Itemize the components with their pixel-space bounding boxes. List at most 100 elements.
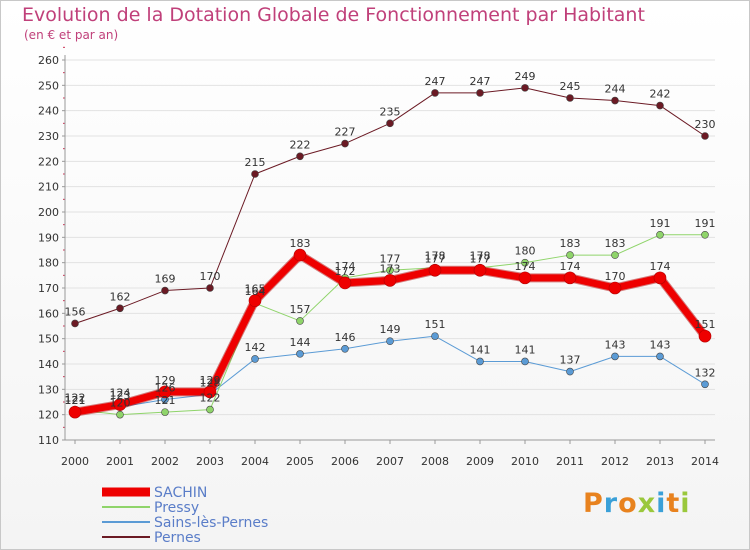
data-point-sachin (608, 281, 622, 295)
data-label-sains-l-s-pernes: 132 (695, 366, 716, 379)
logo-letter: i (680, 488, 691, 519)
data-label-sachin: 174 (560, 260, 581, 273)
data-label-pernes: 244 (605, 83, 626, 96)
data-point-sachin (383, 274, 397, 287)
logo-letter: o (618, 488, 638, 519)
data-label-sains-l-s-pernes: 123 (110, 389, 131, 402)
x-tick-label: 2011 (556, 455, 584, 468)
y-tick-label: 220 (38, 155, 59, 168)
grid-lines (65, 59, 715, 441)
data-label-pressy: 191 (695, 217, 716, 230)
y-tick-label: 130 (38, 383, 59, 396)
data-label-sachin: 129 (200, 374, 221, 387)
data-point-pressy (296, 317, 304, 325)
data-point-pressy (701, 231, 709, 239)
data-label-pressy: 164 (245, 285, 266, 298)
data-label-sachin: 121 (65, 394, 86, 407)
data-point-pernes (206, 284, 214, 292)
data-point-sachin (293, 248, 307, 262)
data-label-sachin: 183 (290, 237, 311, 250)
data-label-pressy: 174 (335, 260, 356, 273)
data-label-pressy: 120 (110, 397, 131, 410)
data-label-pernes: 247 (425, 75, 446, 88)
data-point-pernes (521, 84, 529, 92)
data-point-pernes (476, 89, 484, 97)
data-point-pernes (161, 286, 169, 295)
data-label-pernes: 215 (245, 156, 266, 169)
x-tick-label: 2000 (61, 455, 89, 468)
logo-letter: P (583, 488, 604, 519)
legend-label-pernes: Pernes (154, 530, 201, 546)
data-point-sains-l-s-pernes (611, 352, 619, 361)
data-point-pressy (566, 251, 574, 259)
data-label-pernes: 235 (380, 105, 401, 118)
data-point-pernes (296, 152, 304, 161)
data-label-sachin: 151 (695, 318, 716, 331)
data-label-pernes: 247 (470, 75, 491, 88)
data-point-sachin (68, 405, 82, 419)
data-label-pressy: 178 (470, 250, 491, 263)
x-tick-label: 2006 (331, 455, 359, 468)
data-point-sachin (518, 271, 532, 285)
data-point-pernes (656, 101, 664, 110)
legend-label-pressy: Pressy (154, 500, 199, 516)
y-tick-label: 180 (38, 257, 59, 270)
data-label-sachin: 174 (515, 260, 536, 273)
chart-title: Evolution de la Dotation Globale de Fonc… (22, 4, 645, 26)
x-tick-label: 2008 (421, 455, 449, 468)
data-point-sains-l-s-pernes (656, 352, 664, 361)
data-label-pernes: 230 (695, 118, 716, 131)
x-tick-label: 2002 (151, 455, 179, 468)
data-label-sains-l-s-pernes: 142 (245, 341, 266, 354)
data-label-sains-l-s-pernes: 141 (515, 343, 536, 356)
data-point-sains-l-s-pernes (566, 367, 574, 376)
data-point-sains-l-s-pernes (431, 332, 439, 340)
x-tick-label: 2013 (646, 455, 674, 468)
x-tick-label: 2012 (601, 455, 629, 468)
series-layer (68, 84, 712, 419)
data-label-sachin: 174 (650, 260, 671, 273)
y-tick-label: 120 (38, 409, 59, 422)
data-label-sachin: 165 (245, 283, 266, 296)
data-point-pressy (521, 258, 529, 267)
data-label-pernes: 170 (200, 270, 221, 283)
data-label-sachin: 124 (110, 387, 131, 400)
data-label-sachin: 177 (425, 252, 446, 265)
data-point-sachin (653, 271, 667, 285)
y-tick-label: 160 (38, 307, 59, 320)
data-label-sains-l-s-pernes: 143 (650, 338, 671, 351)
data-point-sachin (248, 294, 262, 307)
data-label-sains-l-s-pernes: 146 (335, 331, 356, 344)
data-point-pernes (386, 119, 394, 128)
y-tick-label: 200 (38, 206, 59, 219)
data-point-pernes (701, 132, 709, 140)
logo-letter: t (666, 488, 681, 519)
data-point-sachin (698, 329, 712, 343)
data-label-pernes: 169 (155, 273, 176, 286)
y-tick-label: 110 (38, 434, 59, 447)
data-point-sachin (338, 276, 352, 290)
x-tick-label: 2005 (286, 455, 314, 468)
data-label-sains-l-s-pernes: 151 (425, 318, 446, 331)
data-label-pernes: 222 (290, 138, 311, 151)
data-label-sains-l-s-pernes: 128 (200, 376, 221, 389)
data-point-sains-l-s-pernes (476, 357, 484, 366)
y-tick-label: 190 (38, 231, 59, 244)
data-label-pressy: 122 (65, 392, 86, 405)
data-point-sains-l-s-pernes (386, 337, 394, 346)
data-point-sains-l-s-pernes (341, 344, 349, 353)
proxiti-logo: Proxiti (583, 488, 691, 519)
data-point-sains-l-s-pernes (521, 357, 529, 366)
data-label-pressy: 183 (605, 237, 626, 250)
chart-subtitle: (en € et par an) (24, 28, 119, 42)
data-label-pernes: 249 (515, 70, 536, 83)
data-point-sachin (428, 263, 442, 277)
legend-label-sains-l-s-pernes: Sains-lès-Pernes (154, 515, 268, 531)
data-label-pernes: 227 (335, 126, 356, 139)
y-tick-label: 250 (38, 79, 59, 92)
data-point-pernes (611, 96, 619, 105)
x-tick-label: 2003 (196, 455, 224, 468)
data-label-sains-l-s-pernes: 144 (290, 336, 311, 349)
data-label-pressy: 122 (200, 392, 221, 405)
